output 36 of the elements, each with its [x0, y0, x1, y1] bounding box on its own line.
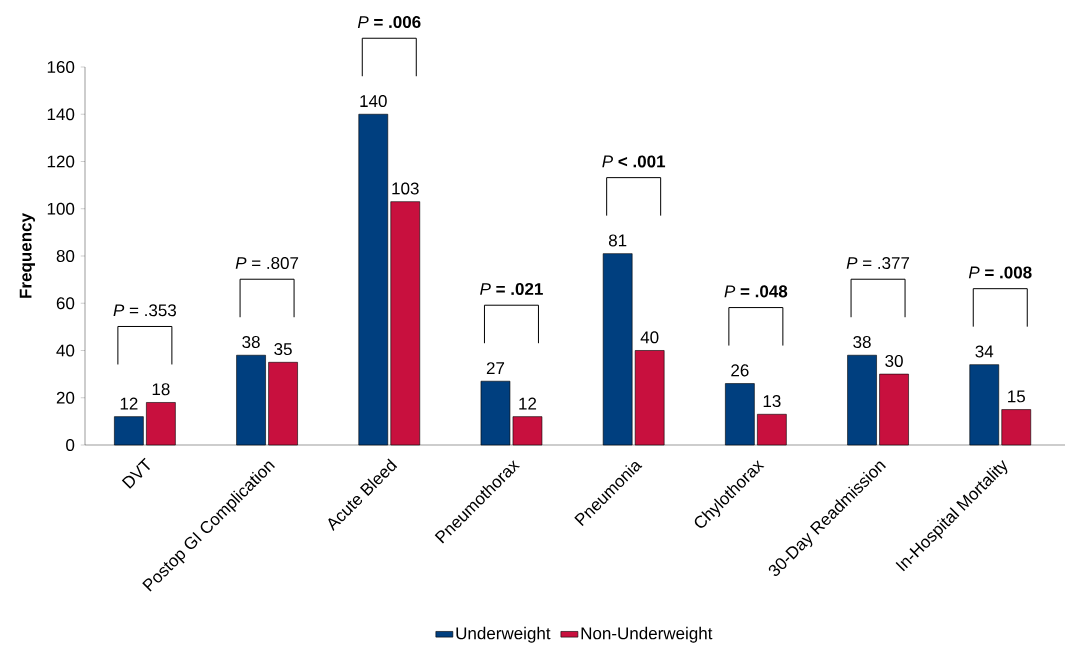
data-label: 103 [392, 182, 419, 195]
y-tick-label: 60 [56, 297, 75, 310]
data-label: 38 [242, 335, 260, 349]
data-label: 12 [519, 397, 537, 410]
data-label: 38 [853, 335, 871, 349]
data-label: 34 [975, 345, 994, 358]
annotation: P < .001 [602, 155, 666, 168]
y-tick-label: 100 [47, 202, 75, 215]
legend-label: Underweight [456, 626, 551, 643]
legend-label: Non-Underweight [581, 626, 713, 643]
annotation: P = .048 [724, 285, 788, 298]
data-label: 12 [120, 397, 138, 410]
data-label: 35 [274, 343, 292, 356]
y-tick-label: 140 [47, 108, 75, 121]
y-tick-label: 20 [56, 391, 75, 404]
y-tick-label: 160 [47, 60, 75, 74]
y-axis-title: Frequency [19, 213, 35, 298]
data-label: 15 [1008, 390, 1025, 403]
text: P = .006 [357, 16, 421, 29]
y-tick-label: 120 [47, 155, 75, 168]
data-label: 13 [763, 395, 781, 408]
data-label: 27 [486, 362, 505, 375]
annotation: P = .377 [846, 256, 910, 270]
data-label: 40 [640, 331, 659, 344]
annotation: P = .353 [113, 304, 177, 317]
y-tick-label: 0 [66, 438, 75, 452]
data-label: 140 [360, 95, 387, 108]
y-tick-label: 40 [56, 344, 75, 357]
annotation: P = .021 [480, 282, 543, 296]
annotation: P = .807 [235, 256, 299, 270]
y-tick-label: 80 [56, 249, 75, 263]
data-label: 18 [152, 383, 170, 396]
data-label: 26 [731, 364, 749, 377]
data-label: 81 [608, 234, 627, 247]
annotation: P = .008 [968, 266, 1032, 279]
data-label: 30 [885, 354, 903, 367]
